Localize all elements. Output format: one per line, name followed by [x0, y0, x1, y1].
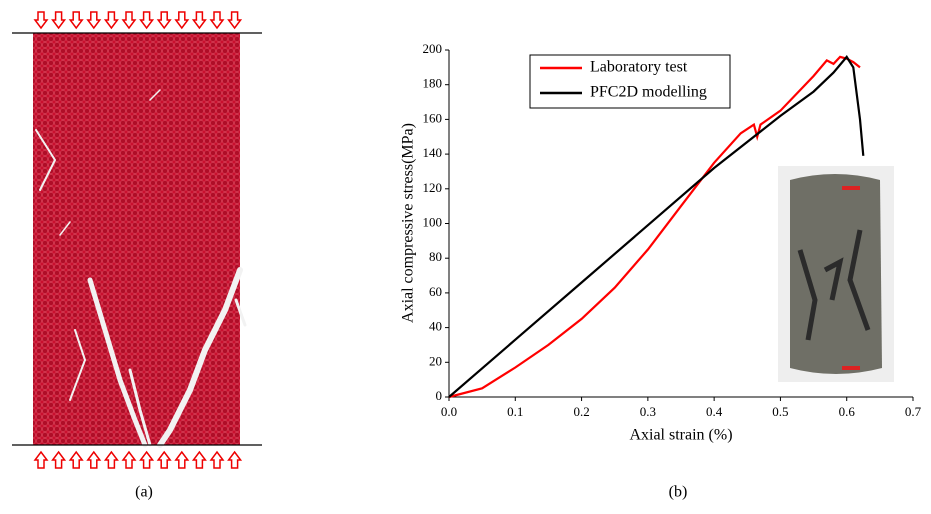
- arrow-up: [68, 450, 84, 469]
- panel-label: (b): [669, 484, 688, 501]
- arrow-up: [227, 450, 243, 469]
- arrow-up: [191, 450, 207, 469]
- y-tick-label: 100: [423, 214, 443, 229]
- arrow-up: [121, 450, 137, 469]
- x-tick-label: 0.2: [573, 404, 589, 419]
- arrow-down: [51, 11, 67, 30]
- arrow-down: [103, 11, 119, 30]
- arrow-up: [86, 450, 102, 469]
- y-tick-label: 160: [423, 110, 443, 125]
- specimen-photo: [778, 166, 894, 382]
- arrow-up: [139, 450, 155, 469]
- arrow-up: [103, 450, 119, 469]
- arrow-down: [209, 11, 225, 30]
- arrow-down: [139, 11, 155, 30]
- cracks: [35, 89, 247, 448]
- y-tick-label: 80: [429, 249, 442, 264]
- legend-box: [529, 54, 731, 109]
- x-tick-label: 0.7: [905, 404, 922, 419]
- x-tick-label: 0.4: [706, 404, 723, 419]
- series-line: [448, 55, 865, 398]
- arrow-down: [33, 11, 49, 30]
- arrow-down: [174, 11, 190, 30]
- simulation-panel: [12, 11, 262, 469]
- y-tick-label: 180: [423, 76, 443, 91]
- y-tick-label: 60: [429, 284, 442, 299]
- y-tick-label: 40: [429, 319, 442, 334]
- legend-label: Laboratory test: [590, 59, 688, 76]
- y-tick-label: 20: [429, 353, 442, 368]
- x-tick-label: 0.6: [839, 404, 856, 419]
- y-tick-label: 120: [423, 180, 443, 195]
- arrow-down: [156, 11, 172, 30]
- arrow-up: [209, 450, 225, 469]
- y-tick-label: 0: [436, 388, 443, 403]
- panel-label: (a): [135, 484, 153, 501]
- y-axis-label: Axial compressive stress(MPa): [400, 123, 417, 323]
- x-tick-label: 0.3: [640, 404, 656, 419]
- x-axis-label: Axial strain (%): [629, 427, 732, 444]
- arrow-up: [51, 450, 67, 469]
- arrow-up: [33, 450, 49, 469]
- arrow-down: [121, 11, 137, 30]
- arrow-down: [68, 11, 84, 30]
- arrow-down: [191, 11, 207, 30]
- legend-label: PFC2D modelling: [590, 84, 707, 101]
- y-tick-label: 200: [423, 41, 443, 56]
- x-tick-label: 0.0: [441, 404, 457, 419]
- arrow-down: [86, 11, 102, 30]
- particle-specimen: [33, 33, 240, 445]
- x-tick-label: 0.1: [507, 404, 523, 419]
- y-tick-label: 140: [423, 145, 443, 160]
- arrow-down: [227, 11, 243, 30]
- arrow-up: [156, 450, 172, 469]
- series-line: [448, 55, 861, 399]
- x-tick-label: 0.5: [772, 404, 788, 419]
- arrow-up: [174, 450, 190, 469]
- load-arrows: [33, 11, 243, 469]
